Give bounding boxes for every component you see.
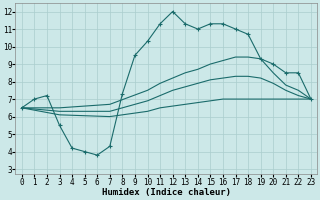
X-axis label: Humidex (Indice chaleur): Humidex (Indice chaleur) — [102, 188, 231, 197]
